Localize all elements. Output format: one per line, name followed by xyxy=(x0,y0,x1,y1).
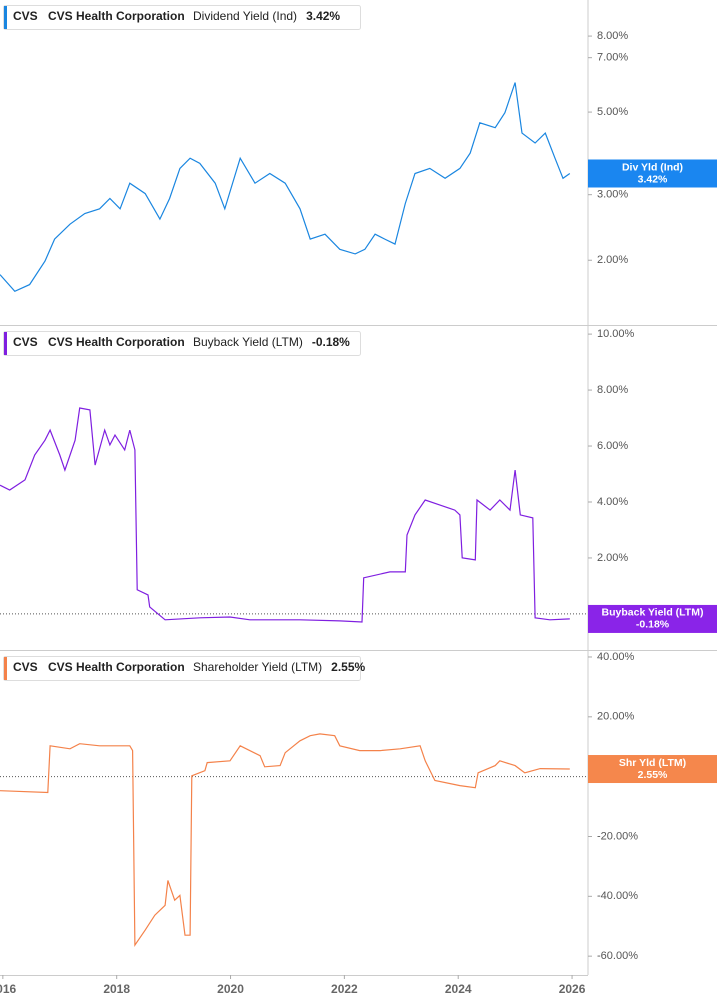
legend-value: 3.42% xyxy=(306,9,340,23)
legend-swatch xyxy=(4,6,7,29)
badge-value: 3.42% xyxy=(638,173,668,185)
legend-box xyxy=(3,331,361,356)
badge-label: Shr Yld (LTM) xyxy=(619,757,686,769)
legend-swatch xyxy=(4,657,7,680)
legend-value: -0.18% xyxy=(312,335,350,349)
legend-ticker: CVS xyxy=(13,335,38,349)
legend-ticker: CVS xyxy=(13,660,38,674)
y-tick-label: 4.00% xyxy=(597,496,628,508)
legend-box xyxy=(3,5,361,30)
y-tick-label: 8.00% xyxy=(597,30,628,42)
y-tick-label: -40.00% xyxy=(597,890,638,902)
legend-company: CVS Health Corporation xyxy=(48,9,185,23)
y-tick-label: -20.00% xyxy=(597,830,638,842)
legend-value: 2.55% xyxy=(331,660,365,674)
value-badge xyxy=(588,755,717,784)
y-tick-label: 8.00% xyxy=(597,384,628,396)
y-tick-label: 2.00% xyxy=(597,254,628,266)
legend-swatch xyxy=(4,332,7,355)
y-tick-label: 6.00% xyxy=(597,440,628,452)
legend-ticker: CVS xyxy=(13,9,38,23)
x-tick-label: 2018 xyxy=(103,982,130,996)
x-tick-label: 2022 xyxy=(331,982,358,996)
legend-company: CVS Health Corporation xyxy=(48,660,185,674)
y-tick-label: 40.00% xyxy=(597,651,635,663)
y-tick-label: -60.00% xyxy=(597,950,638,962)
value-badge xyxy=(588,604,717,633)
series-line xyxy=(0,407,570,623)
badge-label: Buyback Yield (LTM) xyxy=(602,607,704,619)
legend-series-name: Shareholder Yield (LTM) xyxy=(193,660,322,674)
legend-series-name: Dividend Yield (Ind) xyxy=(193,9,297,23)
series-line xyxy=(0,733,570,948)
legend-box xyxy=(3,656,361,681)
x-tick-label: 2020 xyxy=(217,982,244,996)
badge-value: 2.55% xyxy=(638,769,668,781)
y-tick-label: 20.00% xyxy=(597,711,635,723)
value-badge xyxy=(588,159,717,188)
y-tick-label: 7.00% xyxy=(597,52,628,64)
legend-company: CVS Health Corporation xyxy=(48,335,185,349)
y-tick-label: 3.00% xyxy=(597,189,628,201)
y-tick-label: 5.00% xyxy=(597,106,628,118)
series-line xyxy=(0,82,571,293)
y-tick-label: 2.00% xyxy=(597,552,628,564)
x-tick-label: 2024 xyxy=(445,982,472,996)
x-tick-label: 2016 xyxy=(0,982,17,996)
y-tick-label: 10.00% xyxy=(597,328,635,340)
badge-value: -0.18% xyxy=(636,619,670,631)
legend-series-name: Buyback Yield (LTM) xyxy=(193,335,303,349)
x-tick-label: 2026 xyxy=(559,982,586,996)
badge-label: Div Yld (Ind) xyxy=(622,161,683,173)
